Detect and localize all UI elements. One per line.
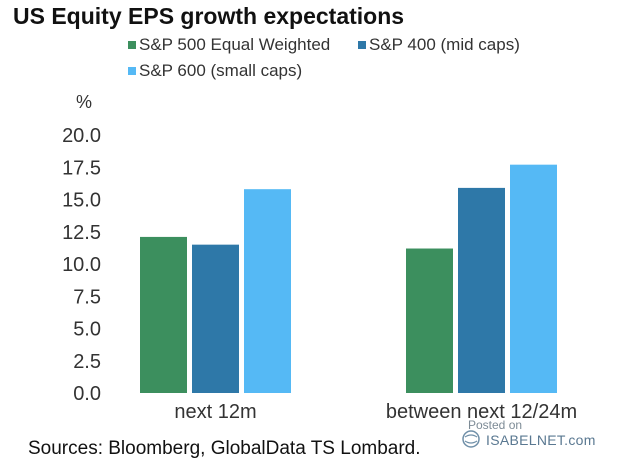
legend-label-sp600: S&P 600 (small caps): [139, 61, 303, 80]
x-category-label: next 12m: [174, 401, 256, 423]
legend-item-sp500-equal-weighted: S&P 500 Equal Weighted: [128, 35, 330, 55]
y-tick-label: 17.5: [62, 157, 101, 179]
legend-label-sp500: S&P 500 Equal Weighted: [139, 35, 331, 54]
y-tick-label: 2.5: [73, 351, 101, 373]
bar-s-p-500-equal-weighted-2: [406, 248, 453, 393]
legend-swatch-sp600: [128, 67, 136, 75]
y-axis-unit-label: %: [76, 92, 92, 112]
y-tick-label: 7.5: [73, 286, 101, 308]
legend-item-sp600-small-caps: S&P 600 (small caps): [128, 61, 302, 81]
chart-title: US Equity EPS growth expectations: [13, 3, 405, 29]
bar-s-p-400-mid-caps--2: [458, 187, 505, 393]
legend-swatch-sp400: [358, 41, 366, 49]
y-tick-label: 20.0: [62, 125, 101, 147]
bars: [140, 164, 557, 393]
legend-label-sp400: S&P 400 (mid caps): [369, 35, 520, 54]
watermark-brand: ISABELNET.com: [486, 432, 596, 448]
y-tick-label: 0.0: [73, 383, 101, 405]
source-note: Sources: Bloomberg, GlobalData TS Lombar…: [28, 438, 421, 459]
x-axis-categories: next 12m between next 12/24m: [174, 401, 577, 423]
x-category-label: between next 12/24m: [386, 401, 577, 423]
bar-s-p-600-small-caps--2: [510, 164, 557, 393]
y-tick-label: 5.0: [73, 319, 101, 341]
y-axis-ticks: 0.0 2.5 5.0 7.5 10.0 12.5 15.0 17.5 20.0: [62, 125, 101, 405]
bar-s-p-500-equal-weighted-1: [140, 236, 187, 393]
y-tick-label: 10.0: [62, 254, 101, 276]
bar-s-p-600-small-caps--1: [244, 189, 291, 393]
y-tick-label: 15.0: [62, 190, 101, 212]
legend-swatch-sp500: [128, 41, 136, 49]
y-tick-label: 12.5: [62, 222, 101, 244]
bar-s-p-400-mid-caps--1: [192, 244, 239, 393]
globe-icon: [462, 430, 480, 448]
watermark-posted-on: Posted on: [468, 418, 523, 432]
legend-item-sp400-mid-caps: S&P 400 (mid caps): [358, 35, 520, 55]
